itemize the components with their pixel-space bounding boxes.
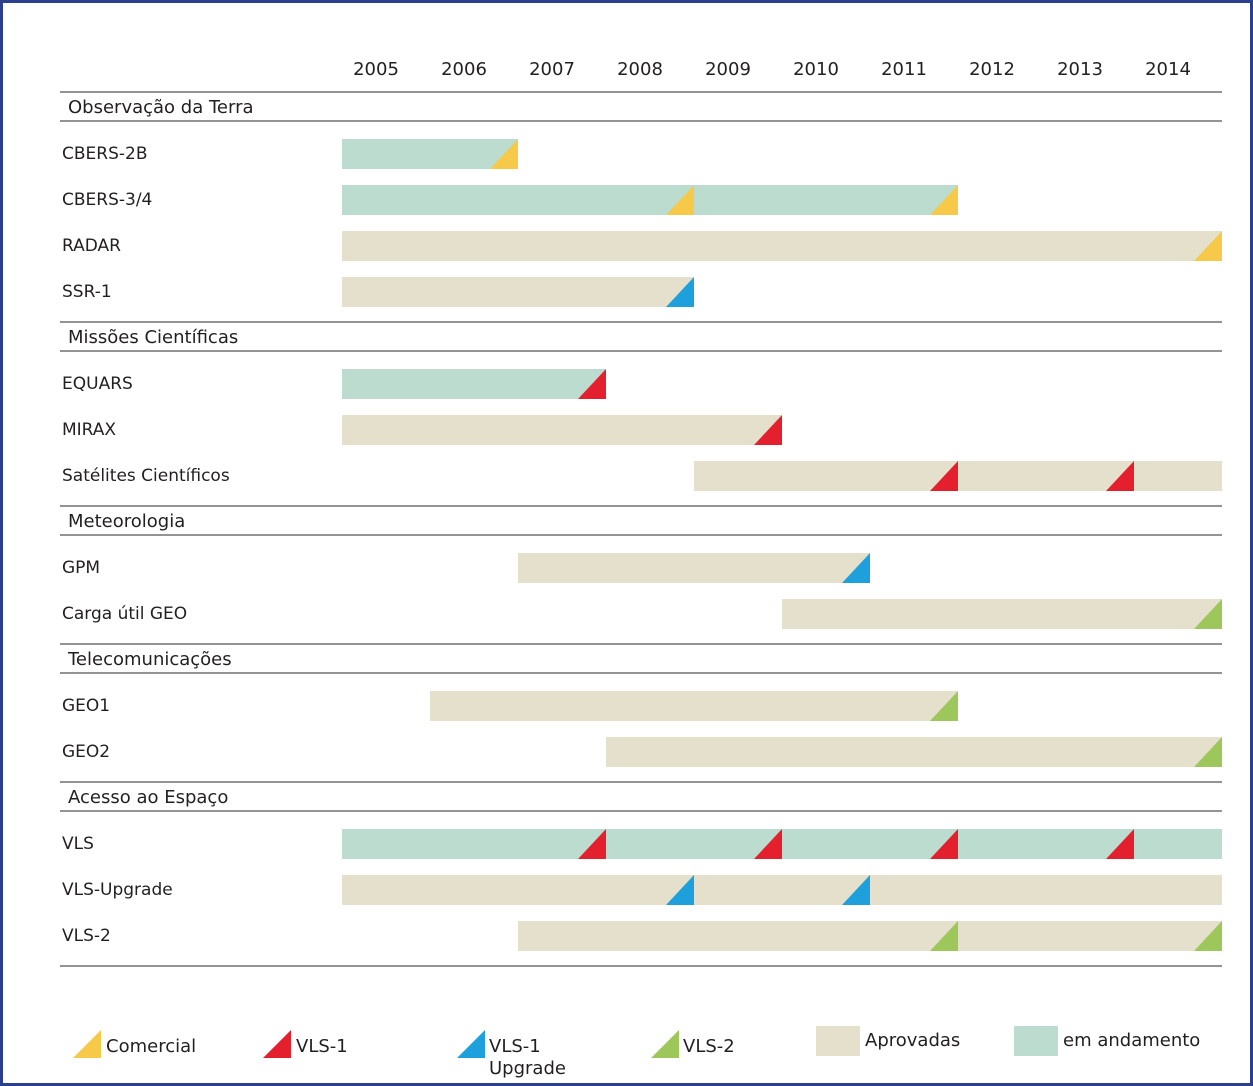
legend-swatch [651,1030,679,1058]
bar [782,599,1222,629]
x-tick-label: 2011 [881,59,927,80]
launch-marker [578,369,606,399]
legend-swatch [816,1026,860,1056]
bar [518,921,1222,951]
row-label: EQUARS [62,374,133,394]
bar [606,737,1222,767]
x-tick-label: 2007 [529,59,575,80]
row-label: VLS-Upgrade [62,880,173,900]
launch-marker [930,691,958,721]
row-label: RADAR [62,236,121,256]
x-tick-label: 2008 [617,59,663,80]
row-label: CBERS-3/4 [62,190,152,210]
legend-label: VLS-1 Upgrade [489,1036,566,1079]
launch-marker [1194,231,1222,261]
row-label: VLS [62,834,94,854]
bar [342,415,782,445]
launch-marker [930,185,958,215]
bar [430,691,958,721]
row-label: GEO2 [62,742,110,762]
launch-marker [666,277,694,307]
launch-marker [930,829,958,859]
section-title: Missões Científicas [68,327,238,348]
chart: 2005 2006 2007 2008 2009 2010 2011 2012 2013 2014… [60,59,1222,1058]
launch-marker [754,415,782,445]
bar [342,369,606,399]
legend-swatch [263,1030,291,1058]
x-tick-label: 2005 [353,59,399,80]
row-label: MIRAX [62,420,116,440]
legend-swatch [73,1030,101,1058]
launch-marker [1194,921,1222,951]
row-label: VLS-2 [62,926,111,946]
legend-swatch [1014,1026,1058,1056]
x-tick-label: 2012 [969,59,1015,80]
launch-marker [666,185,694,215]
bar [518,553,870,583]
launch-marker [842,553,870,583]
launch-marker [1194,599,1222,629]
legend-label: VLS-2 [683,1036,735,1057]
launch-marker [754,829,782,859]
launch-marker [666,875,694,905]
bar [342,875,1222,905]
legend-swatch [457,1030,485,1058]
legend-label: Aprovadas [865,1030,961,1051]
launch-marker [930,921,958,951]
section-title: Acesso ao Espaço [68,787,228,808]
bar [342,185,958,215]
launch-marker [930,461,958,491]
section-title: Observação da Terra [68,97,254,118]
row-label: GPM [62,558,100,578]
section-title: Telecomunicações [67,649,232,670]
launch-marker [1106,461,1134,491]
x-tick-label: 2006 [441,59,487,80]
bar [342,277,694,307]
row-label: Carga útil GEO [62,604,187,624]
row-label: GEO1 [62,696,110,716]
x-tick-label: 2010 [793,59,839,80]
x-tick-label: 2009 [705,59,751,80]
launch-marker [1194,737,1222,767]
legend-label: VLS-1 [296,1036,348,1057]
bar [342,231,1222,261]
bar [342,139,518,169]
x-tick-label: 2014 [1145,59,1191,80]
launch-marker [1106,829,1134,859]
launch-marker [842,875,870,905]
section-title: Meteorologia [68,511,185,532]
launch-marker [578,829,606,859]
x-tick-label: 2013 [1057,59,1103,80]
legend-label: em andamento [1063,1030,1201,1051]
row-label: SSR-1 [62,282,112,302]
row-label: Satélites Científicos [62,466,230,486]
launch-marker [490,139,518,169]
legend-label: Comercial [106,1036,197,1057]
row-label: CBERS-2B [62,144,148,164]
